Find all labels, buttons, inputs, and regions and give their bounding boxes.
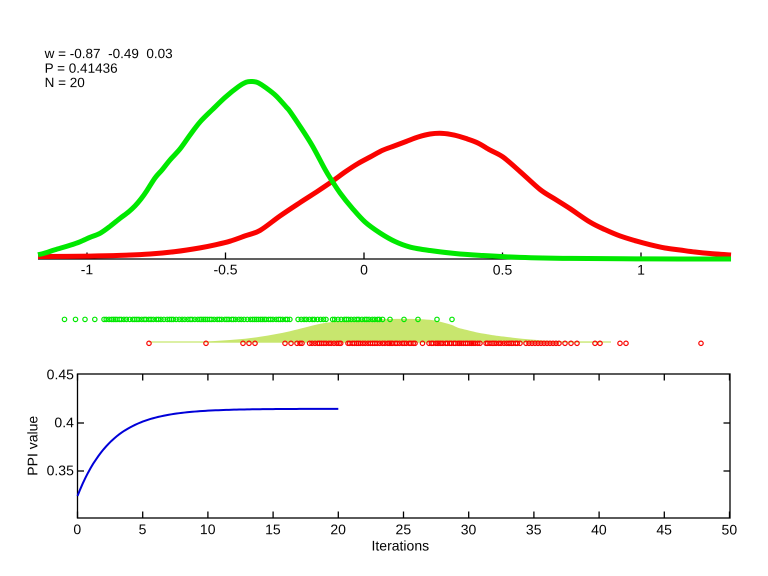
svg-text:0.5: 0.5 [493,262,513,278]
svg-text:0.4: 0.4 [54,414,74,430]
svg-text:0.45: 0.45 [47,366,74,382]
svg-text:1: 1 [637,262,645,278]
svg-text:w = -0.87 -0.49 0.03: w = -0.87 -0.49 0.03 [44,46,173,61]
svg-text:5: 5 [139,521,147,537]
svg-text:Iterations: Iterations [372,537,430,553]
svg-text:20: 20 [330,521,346,537]
svg-text:45: 45 [656,521,672,537]
svg-text:40: 40 [591,521,607,537]
svg-text:10: 10 [200,521,216,537]
svg-text:0: 0 [73,521,81,537]
svg-text:15: 15 [265,521,281,537]
svg-text:25: 25 [396,521,412,537]
svg-text:PPI value: PPI value [24,416,40,476]
svg-text:35: 35 [526,521,542,537]
svg-text:-1: -1 [81,261,94,277]
svg-text:P = 0.41436: P = 0.41436 [45,61,118,76]
svg-text:0.35: 0.35 [47,462,74,478]
svg-text:0: 0 [360,261,368,277]
svg-text:N = 20: N = 20 [45,75,85,90]
svg-text:-0.5: -0.5 [213,261,237,277]
svg-text:30: 30 [461,521,477,537]
svg-text:50: 50 [722,522,738,538]
